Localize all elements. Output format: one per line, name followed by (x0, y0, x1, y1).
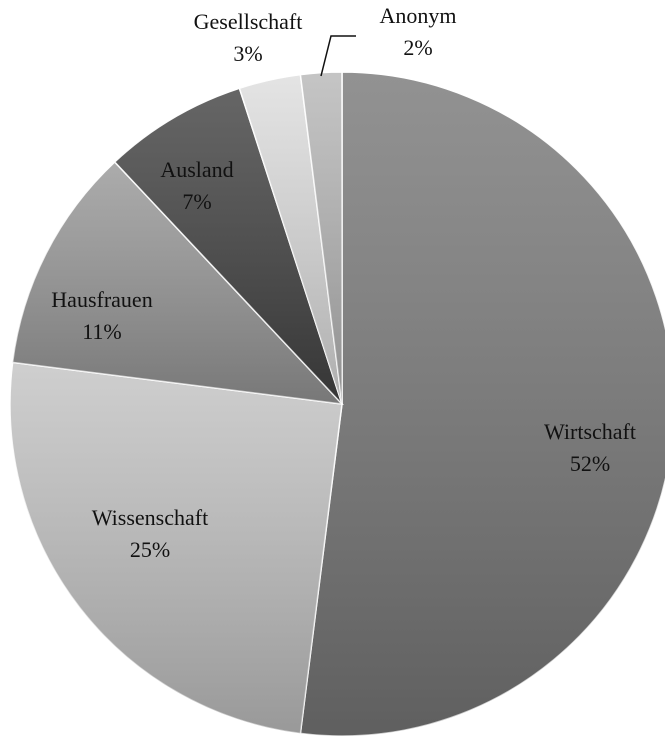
value-label: 25% (130, 537, 170, 562)
value-label: 11% (82, 319, 122, 344)
value-label: 3% (233, 41, 262, 66)
category-label: Anonym (380, 3, 457, 28)
value-label: 7% (182, 189, 211, 214)
category-label: Wissenschaft (92, 505, 208, 530)
slice-shade (300, 72, 665, 736)
category-label: Gesellschaft (194, 9, 303, 34)
pie (9, 71, 665, 737)
slice-shade (9, 362, 342, 734)
category-label: Hausfrauen (51, 287, 152, 312)
value-label: 52% (570, 451, 610, 476)
leader-line (320, 35, 356, 77)
category-label: Wirtschaft (544, 419, 636, 444)
slice-shade (114, 88, 342, 404)
value-label: 2% (403, 35, 432, 60)
slice-shade (300, 72, 342, 404)
slice-shade (239, 74, 342, 404)
slice-shade (12, 161, 342, 404)
category-label: Ausland (160, 157, 233, 182)
